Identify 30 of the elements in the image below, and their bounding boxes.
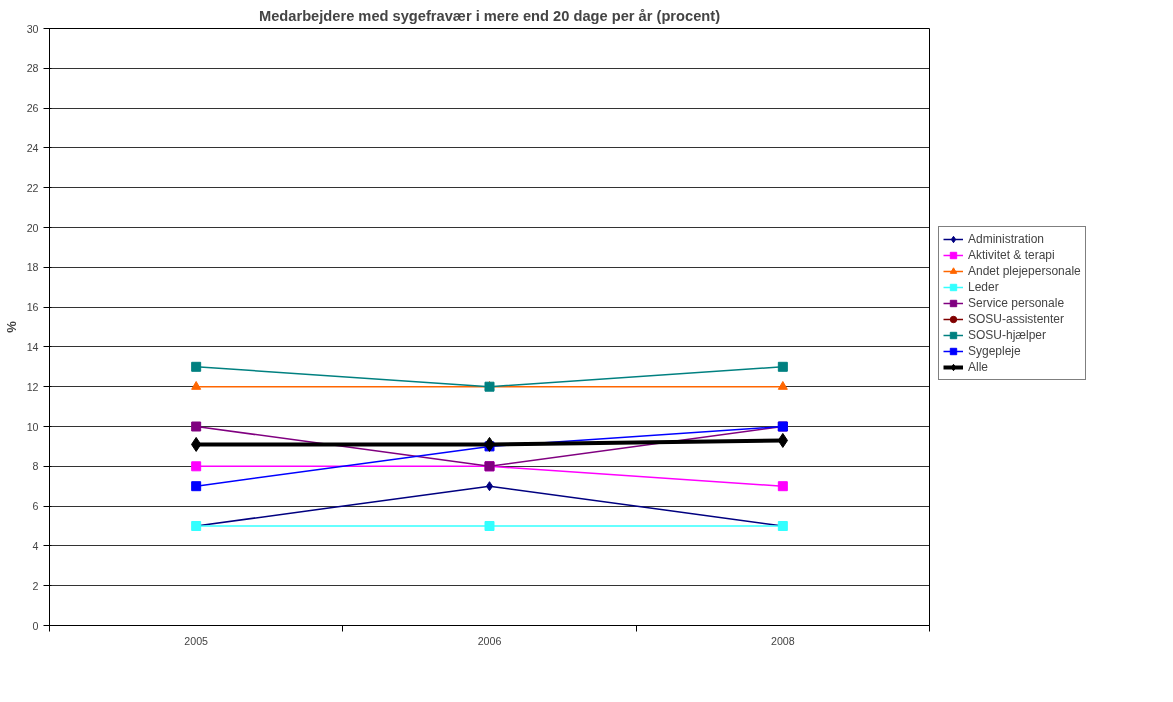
legend-label: SOSU-hjælper xyxy=(968,327,1047,344)
legend-label: Aktivitet & terapi xyxy=(968,247,1055,264)
y-tick-label: 26 xyxy=(26,102,39,115)
y-tick-label: 12 xyxy=(26,380,39,393)
y-tick-label: 6 xyxy=(32,500,39,513)
legend-label: Administration xyxy=(968,231,1045,248)
x-tick-label: 2008 xyxy=(770,634,795,647)
x-tick-label: 2005 xyxy=(184,634,209,647)
chart-title: Medarbejdere med sygefravær i mere end 20 dage per år (procent) xyxy=(258,7,721,24)
y-tick-label: 28 xyxy=(26,62,39,75)
legend-label: SOSU-assistenter xyxy=(968,311,1065,328)
y-tick-label: 10 xyxy=(26,420,39,433)
y-tick-label: 18 xyxy=(26,261,39,274)
y-tick-label: 24 xyxy=(26,141,39,154)
y-tick-label: 16 xyxy=(26,301,39,314)
y-axis-title: % xyxy=(3,320,19,333)
y-tick-label: 8 xyxy=(32,460,39,473)
y-tick-label: 4 xyxy=(32,539,39,552)
y-tick-label: 20 xyxy=(26,221,39,234)
y-tick-label: 0 xyxy=(32,619,39,632)
x-tick-label: 2006 xyxy=(477,634,502,647)
y-tick-label: 22 xyxy=(26,181,39,194)
y-tick-label: 30 xyxy=(26,22,39,35)
legend-label: Leder xyxy=(968,279,999,296)
legend-label: Andet plejepersonale xyxy=(968,263,1081,280)
legend-label: Alle xyxy=(968,359,989,376)
legend-label: Service personale xyxy=(968,295,1065,312)
y-tick-label: 2 xyxy=(32,579,39,592)
y-tick-label: 14 xyxy=(26,340,39,353)
legend-label: Sygepleje xyxy=(968,343,1021,360)
